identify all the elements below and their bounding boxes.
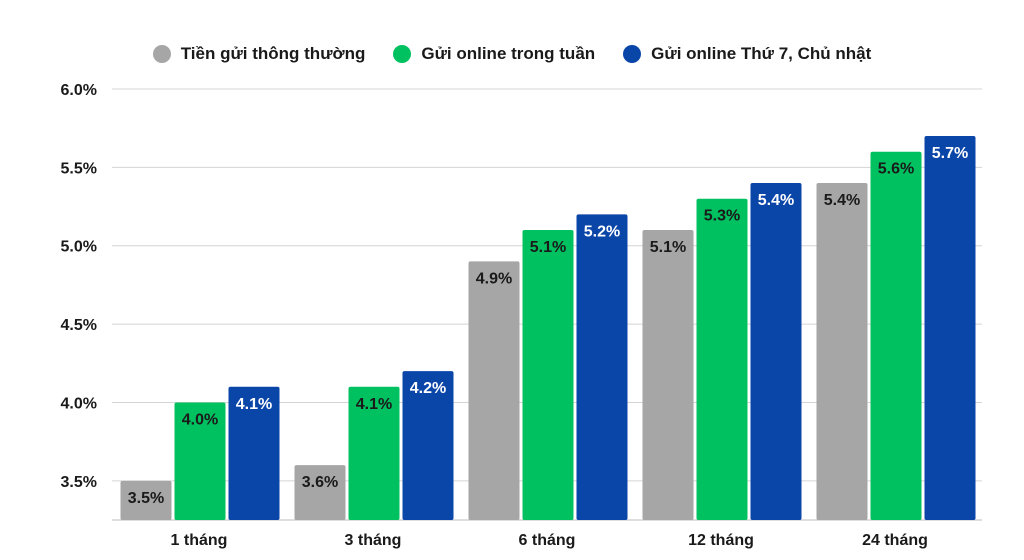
data-label: 4.9% [476,270,512,287]
legend-swatch-online-weekend [623,45,642,63]
bar [870,151,922,520]
legend-label-online-weekend: Gửi online Thứ 7, Chủ nhật [651,44,872,63]
legend-swatch-regular-deposit [152,45,171,63]
data-label: 5.6% [878,161,914,178]
bar [924,136,976,520]
data-label: 4.0% [182,411,218,428]
bar [816,183,868,520]
bar [402,371,454,520]
y-tick-label: 5.5% [61,160,97,177]
bar [576,214,628,520]
chart-legend: Tiền gửi thông thường Gửi online trong t… [0,40,1024,68]
data-label: 5.3% [704,208,740,225]
bar [294,465,346,520]
bar [522,230,574,520]
data-label: 4.2% [410,380,446,397]
data-label: 5.7% [932,145,968,162]
data-label: 4.1% [236,396,272,413]
bar [750,183,802,520]
legend-item-regular-deposit: Tiền gửi thông thường [152,44,366,64]
x-category-label: 6 tháng [519,532,576,549]
bar [468,261,520,520]
y-tick-label: 4.5% [61,317,97,334]
bar [696,198,748,520]
x-category-label: 3 tháng [345,532,402,549]
bar [120,480,172,520]
y-tick-label: 4.0% [61,395,97,412]
y-tick-label: 6.0% [61,82,97,99]
legend-label-online-weekday: Gửi online trong tuần [421,44,596,63]
bar [642,230,694,520]
data-label: 5.4% [824,192,860,209]
y-tick-label: 3.5% [61,474,97,491]
y-tick-label: 5.0% [61,239,97,256]
legend-item-online-weekday: Gửi online trong tuần [393,44,595,64]
x-category-label: 12 tháng [688,532,754,549]
bar [174,402,226,520]
legend-swatch-online-weekday [393,45,412,63]
x-category-label: 1 tháng [171,532,228,549]
bar [228,386,280,520]
data-label: 5.4% [758,192,794,209]
data-label: 3.6% [302,474,338,491]
legend-label-regular-deposit: Tiền gửi thông thường [180,44,366,63]
data-label: 5.1% [530,239,566,256]
data-label: 5.2% [584,223,620,240]
data-label: 3.5% [128,490,164,507]
data-label: 4.1% [356,396,392,413]
data-label: 5.1% [650,239,686,256]
bar [348,386,400,520]
x-category-label: 24 tháng [862,532,928,549]
legend-item-online-weekend: Gửi online Thứ 7, Chủ nhật [623,44,871,64]
